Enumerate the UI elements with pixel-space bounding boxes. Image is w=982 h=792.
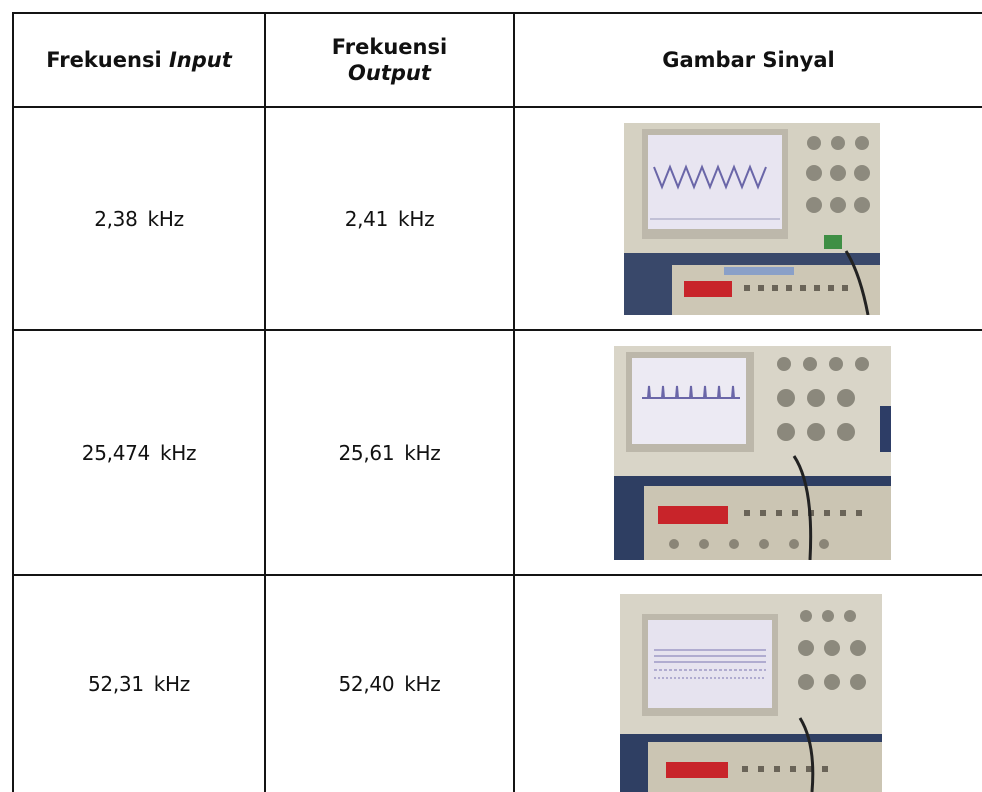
header-divider [12,106,982,108]
table-border-left [12,12,14,792]
row-2-output-value: 25,61 [338,440,395,465]
row-2-output-unit: kHz [404,440,441,465]
header-input-italic: Input [168,48,232,72]
row-2-input-value: 25,474 [81,440,150,465]
row-1-oscilloscope-photo-icon [624,123,880,315]
header-input-frequency: Frekuensi Input [14,14,264,106]
row-2-output-frequency: 25,61 kHz [266,331,513,574]
row-divider-2 [12,574,982,576]
header-signal-image: Gambar Sinyal [662,48,835,72]
column-divider-2 [513,12,515,792]
row-2-input-unit: kHz [159,440,197,465]
column-divider-1 [264,12,266,792]
row-3-output-frequency: 52,40 kHz [266,576,513,792]
row-3-output-value: 52,40 [338,672,395,696]
header-output-prefix: Frekuensi [331,35,448,59]
row-3-input-value: 52,31 [88,672,144,696]
row-3-input-unit: kHz [153,672,191,696]
header-output-italic: Output [348,61,431,85]
row-1-output-unit: kHz [398,206,435,231]
header-input-prefix: Frekuensi [46,48,169,72]
row-1-output-value: 2,41 [344,206,389,231]
row-2-input-frequency: 25,474 kHz [14,331,264,574]
row-2-oscilloscope-photo-icon [614,346,891,560]
table-border-top [12,12,982,14]
row-1-output-frequency: 2,41 kHz [266,108,513,329]
row-3-input-frequency: 52,31 kHz [14,576,264,792]
row-1-input-unit: kHz [147,206,185,231]
row-1-input-value: 2,38 [94,206,138,231]
row-divider-1 [12,329,982,331]
row-3-oscilloscope-photo-icon [620,594,882,792]
row-3-output-unit: kHz [404,672,441,696]
row-1-input-frequency: 2,38 kHz [14,108,264,329]
header-output-frequency: Frekuensi Output [266,14,513,106]
